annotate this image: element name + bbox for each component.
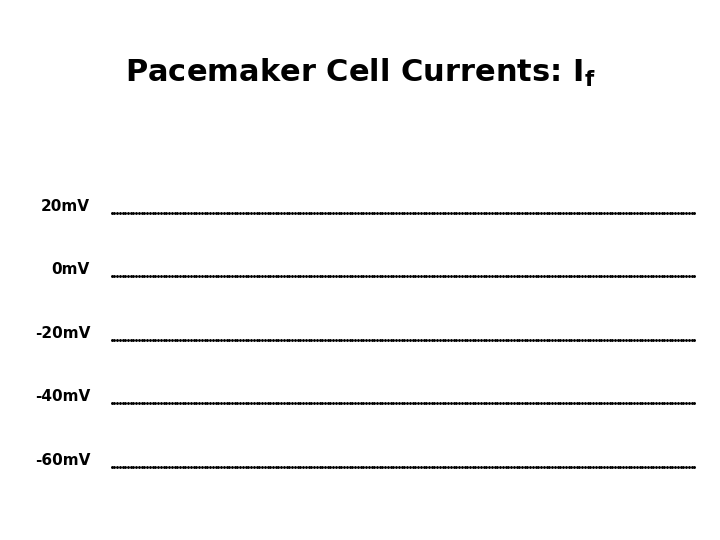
Text: 0mV: 0mV xyxy=(52,262,90,278)
Text: -60mV: -60mV xyxy=(35,453,90,468)
Text: -40mV: -40mV xyxy=(35,389,90,404)
Text: 20mV: 20mV xyxy=(41,199,90,214)
Text: -20mV: -20mV xyxy=(35,326,90,341)
Text: Pacemaker Cell Currents: $\mathregular{I_f}$: Pacemaker Cell Currents: $\mathregular{I… xyxy=(125,57,595,89)
